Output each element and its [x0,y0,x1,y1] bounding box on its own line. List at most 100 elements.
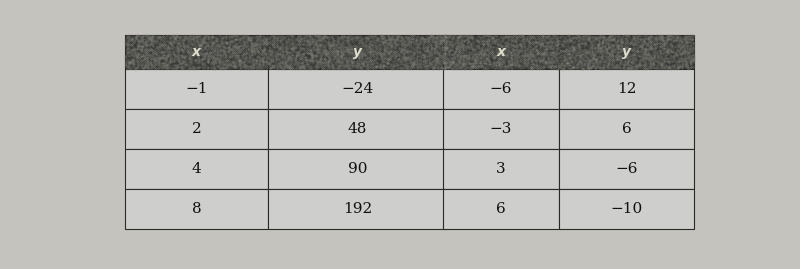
Point [330,52,342,56]
Point [257,62,270,66]
Point [503,41,516,46]
Point [348,52,361,56]
Point [320,52,333,56]
Point [156,39,169,43]
Point [318,61,330,65]
Point [449,50,462,54]
Point [142,65,154,69]
Point [263,49,276,53]
Point [220,40,233,45]
Point [654,34,667,39]
Point [423,34,436,39]
Point [582,47,595,51]
Point [246,37,258,41]
Text: −3: −3 [490,122,512,136]
Point [177,55,190,59]
Point [637,42,650,47]
Point [501,43,514,47]
Point [622,58,634,62]
Point [126,49,139,54]
Point [251,61,264,66]
Point [254,64,266,69]
Point [194,33,206,37]
Point [167,52,180,56]
Point [137,43,150,47]
Point [380,48,393,53]
Point [504,55,517,59]
Point [430,59,442,63]
Point [386,34,399,38]
Point [226,64,239,68]
Point [414,52,427,57]
Point [504,63,517,67]
Point [567,47,580,51]
Point [310,42,322,46]
Point [342,66,354,70]
Point [220,34,233,38]
Point [587,55,600,60]
Point [675,63,688,67]
Point [277,66,290,71]
Point [178,36,191,40]
Point [375,41,388,46]
Point [550,50,563,55]
Point [122,65,134,69]
Point [647,65,660,69]
Point [580,50,593,54]
Point [414,59,427,63]
Point [466,47,478,51]
Point [314,49,326,54]
Point [423,56,436,60]
Point [395,38,408,43]
FancyBboxPatch shape [442,189,558,229]
Point [546,61,558,66]
Point [514,66,527,71]
Point [568,47,581,51]
Point [278,44,291,49]
Point [120,56,133,60]
Point [222,49,235,53]
Point [245,63,258,68]
Point [146,54,159,58]
Point [492,38,505,43]
Point [333,57,346,62]
Point [468,57,481,62]
Point [359,53,372,57]
Point [171,40,184,44]
Point [331,58,344,62]
Point [346,47,358,51]
Point [628,63,641,68]
Point [390,54,402,58]
Point [263,65,276,70]
Point [298,67,310,71]
Point [333,38,346,43]
Point [196,40,209,45]
Point [346,61,358,65]
Point [521,63,534,67]
Point [617,33,630,38]
Point [644,65,657,70]
Point [687,44,700,49]
Point [475,49,488,54]
Point [470,39,483,43]
Point [438,65,450,70]
Point [578,61,590,66]
Point [282,56,294,60]
Point [575,39,588,43]
Point [234,63,247,67]
Point [308,53,321,58]
Point [168,35,181,39]
Point [322,59,334,64]
Point [455,41,468,45]
Point [150,54,163,59]
Point [171,35,184,39]
Point [261,49,274,53]
Point [621,53,634,57]
Point [643,34,656,38]
Point [365,56,378,61]
Point [453,56,466,61]
Point [446,59,459,63]
Point [138,62,151,67]
Point [674,46,687,51]
Point [501,45,514,49]
